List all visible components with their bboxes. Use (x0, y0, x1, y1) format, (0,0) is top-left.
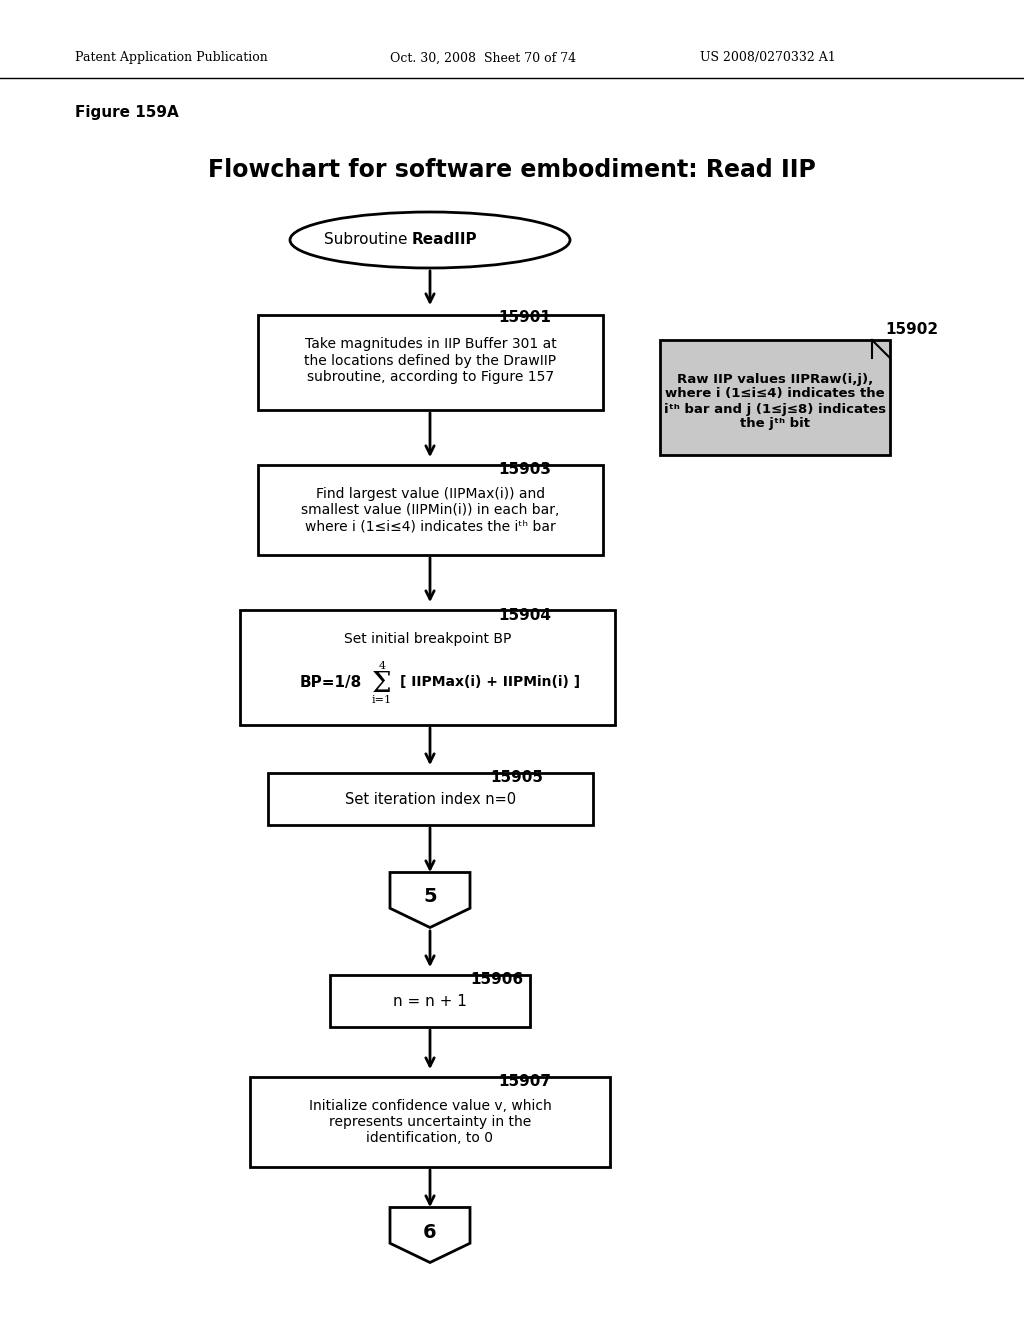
Text: ReadIIP: ReadIIP (412, 232, 477, 248)
Text: Oct. 30, 2008  Sheet 70 of 74: Oct. 30, 2008 Sheet 70 of 74 (390, 51, 577, 65)
Text: Find largest value (IIPMax(i)) and
smallest value (IIPMin(i)) in each bar,
where: Find largest value (IIPMax(i)) and small… (301, 487, 560, 533)
FancyBboxPatch shape (250, 1077, 610, 1167)
Text: 15904: 15904 (498, 607, 551, 623)
Text: 15902: 15902 (885, 322, 938, 338)
Text: 15901: 15901 (498, 310, 551, 326)
Text: Figure 159A: Figure 159A (75, 106, 179, 120)
Text: Flowchart for software embodiment: Read IIP: Flowchart for software embodiment: Read … (208, 158, 816, 182)
Text: n = n + 1: n = n + 1 (393, 994, 467, 1008)
Text: 15907: 15907 (498, 1074, 551, 1089)
Text: 15906: 15906 (470, 973, 523, 987)
Text: Subroutine: Subroutine (324, 232, 412, 248)
Text: US 2008/0270332 A1: US 2008/0270332 A1 (700, 51, 836, 65)
Text: Initialize confidence value v, which
represents uncertainty in the
identificatio: Initialize confidence value v, which rep… (308, 1098, 551, 1146)
FancyBboxPatch shape (660, 341, 890, 455)
Text: Take magnitudes in IIP Buffer 301 at
the locations defined by the DrawIIP
subrou: Take magnitudes in IIP Buffer 301 at the… (304, 338, 557, 384)
Text: 4: 4 (379, 661, 386, 671)
Text: Patent Application Publication: Patent Application Publication (75, 51, 267, 65)
Text: Set iteration index n=0: Set iteration index n=0 (345, 792, 516, 807)
Text: 15905: 15905 (490, 771, 543, 785)
FancyBboxPatch shape (240, 610, 615, 725)
Text: 15903: 15903 (498, 462, 551, 478)
FancyBboxPatch shape (268, 774, 593, 825)
Text: Σ: Σ (372, 671, 392, 697)
FancyBboxPatch shape (258, 465, 603, 554)
Text: 5: 5 (423, 887, 437, 907)
FancyBboxPatch shape (258, 315, 603, 411)
Text: i=1: i=1 (372, 696, 392, 705)
Text: 6: 6 (423, 1222, 437, 1242)
Text: Raw IIP values IIPRaw(i,j),
where i (1≤i≤4) indicates the
iᵗʰ bar and j (1≤j≤8) : Raw IIP values IIPRaw(i,j), where i (1≤i… (664, 372, 886, 430)
Polygon shape (390, 873, 470, 928)
FancyBboxPatch shape (330, 975, 530, 1027)
Text: [ IIPMax(i) + IIPMin(i) ]: [ IIPMax(i) + IIPMin(i) ] (400, 675, 581, 689)
Polygon shape (390, 1208, 470, 1262)
Text: Set initial breakpoint BP: Set initial breakpoint BP (344, 632, 511, 645)
Ellipse shape (290, 213, 570, 268)
Text: BP=1/8: BP=1/8 (300, 675, 362, 689)
